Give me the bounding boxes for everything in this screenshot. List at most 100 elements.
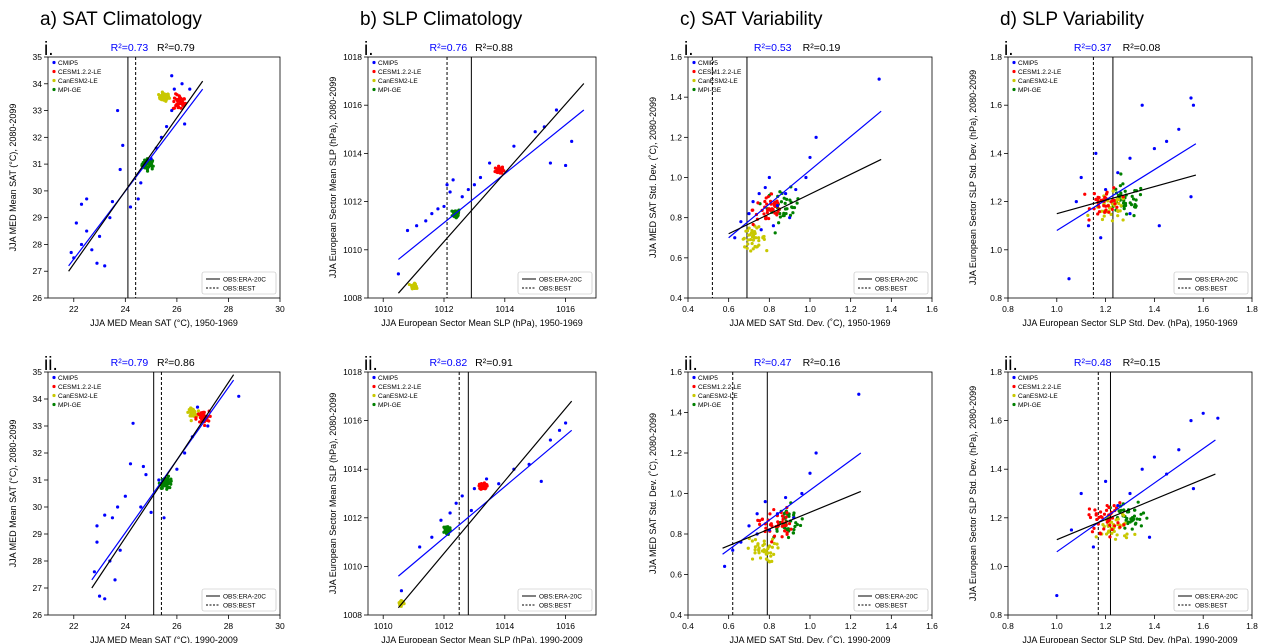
mpi-point xyxy=(164,483,168,488)
obs-legend-box xyxy=(1173,588,1249,612)
y-tick-label: 34 xyxy=(33,79,43,89)
cmip5-point xyxy=(448,511,452,515)
cmip5-point xyxy=(454,501,458,505)
cmip5-point xyxy=(164,125,169,129)
cesm-point xyxy=(781,517,785,521)
y-tick-label: 1016 xyxy=(343,416,362,426)
canesm-point xyxy=(762,539,766,543)
canesm-point xyxy=(411,283,415,287)
cmip5-point xyxy=(430,212,434,216)
legend-marker xyxy=(372,402,376,407)
cmip5-point xyxy=(1216,416,1220,420)
x-tick-label: 0.6 xyxy=(723,621,735,631)
cesm-point xyxy=(773,200,777,205)
cmip5-point xyxy=(110,516,115,520)
mpi-point xyxy=(1139,186,1143,191)
cmip5-point xyxy=(183,122,187,126)
legend-entry: MPI-GE xyxy=(378,402,402,409)
cmip5-point xyxy=(512,144,516,148)
legend-entry: CanESM2-LE xyxy=(378,78,418,85)
x-tick-label: 24 xyxy=(121,304,131,314)
cesm-point xyxy=(481,482,486,486)
y-tick-label: 1014 xyxy=(343,148,362,158)
cmip5-point xyxy=(95,524,99,528)
cesm-point xyxy=(178,95,182,99)
canesm-point xyxy=(756,543,760,547)
cmip5-point xyxy=(1079,491,1083,496)
legend-marker xyxy=(372,78,376,83)
y-tick-label: 31 xyxy=(33,475,43,485)
canesm-point xyxy=(1094,535,1098,539)
cesm-point xyxy=(764,526,768,530)
plot-frame xyxy=(1007,371,1253,616)
cmip5-point xyxy=(757,191,761,196)
fit-line-all xyxy=(397,400,573,609)
y-tick-label: 1.4 xyxy=(990,464,1002,474)
cesm-point xyxy=(787,522,792,526)
y-tick-label: 27 xyxy=(33,583,43,593)
legend-marker xyxy=(52,87,56,92)
y-tick-label: 1.2 xyxy=(670,132,682,142)
cesm-point xyxy=(1093,508,1097,512)
obs-legend-box xyxy=(853,271,929,295)
cmip5-point xyxy=(1104,187,1108,192)
mpi-point xyxy=(444,525,448,529)
cmip5-point xyxy=(136,197,140,201)
legend-entry: CESM1.2.2-LE xyxy=(378,69,422,76)
cmip5-point xyxy=(118,167,122,172)
legend-entry: CMIP5 xyxy=(378,375,398,382)
canesm-point xyxy=(753,548,757,552)
fit-line-cmip5 xyxy=(91,379,235,581)
panel-7: 0.4 0.6 0.8 1.0 1.2 1.4 1.6 0.4 0.6 0.8 1.0 1.2 1.4 1… xyxy=(648,354,938,643)
cmip5-point xyxy=(405,228,410,233)
cesm-point xyxy=(1104,192,1109,196)
canesm-point xyxy=(1101,522,1105,527)
legend-entry: MPI-GE xyxy=(698,402,722,409)
legend-marker xyxy=(692,375,696,380)
cesm-point xyxy=(1112,504,1116,508)
mpi-point xyxy=(1121,182,1125,186)
canesm-point xyxy=(1121,218,1125,222)
cmip5-point xyxy=(144,473,148,477)
mpi-point xyxy=(1133,202,1137,207)
cesm-point xyxy=(196,412,200,416)
mpi-point xyxy=(1118,509,1122,514)
cmip5-point xyxy=(1128,212,1132,216)
cmip5-point xyxy=(857,392,861,396)
mpi-point xyxy=(1133,508,1137,512)
cesm-point xyxy=(1107,518,1112,522)
cmip5-point xyxy=(97,594,102,598)
cmip5-point xyxy=(554,108,559,112)
canesm-point xyxy=(167,96,172,100)
x-tick-label: 1014 xyxy=(495,621,514,631)
cesm-point xyxy=(477,482,482,486)
cmip5-point xyxy=(767,175,771,180)
fit-line-cmip5 xyxy=(728,110,882,239)
cesm-point xyxy=(783,529,787,533)
cesm-point xyxy=(502,169,506,173)
legend-entry: CESM1.2.2-LE xyxy=(1018,384,1062,391)
cmip5-point xyxy=(206,424,210,428)
mpi-point xyxy=(1132,214,1136,218)
cmip5-point xyxy=(116,505,120,509)
x-tick-label: 1.0 xyxy=(1051,621,1063,631)
obs-legend-entry: OBS:ERA-20C xyxy=(539,594,582,601)
legend-marker xyxy=(52,393,56,398)
cmip5-point xyxy=(418,545,422,549)
legend-entry: CanESM2-LE xyxy=(698,393,738,400)
canesm-point xyxy=(1117,201,1121,206)
obs-legend-box xyxy=(201,588,277,612)
x-tick-label: 0.6 xyxy=(723,304,735,314)
mpi-point xyxy=(777,221,781,225)
obs-legend-entry: OBS:BEST xyxy=(539,286,572,293)
canesm-point xyxy=(1115,533,1119,537)
fit-line-all xyxy=(1056,473,1216,541)
x-axis-label: JJA MED Mean SAT (°C), 1990-2009 xyxy=(90,635,238,643)
canesm-point xyxy=(190,407,194,411)
y-tick-label: 1012 xyxy=(343,513,362,523)
y-tick-label: 0.8 xyxy=(670,529,682,539)
x-tick-label: 0.4 xyxy=(682,304,694,314)
y-tick-label: 1.2 xyxy=(990,513,1002,523)
cmip5-point xyxy=(759,228,763,232)
cmip5-point xyxy=(436,207,440,211)
